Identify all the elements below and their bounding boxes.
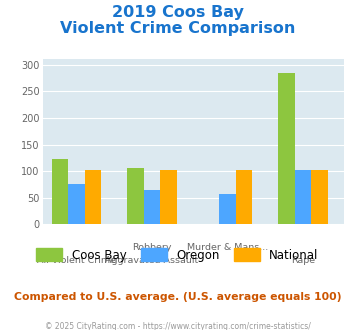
- Bar: [85, 170, 102, 224]
- Text: Compared to U.S. average. (U.S. average equals 100): Compared to U.S. average. (U.S. average …: [14, 292, 341, 302]
- Text: © 2025 CityRating.com - https://www.cityrating.com/crime-statistics/: © 2025 CityRating.com - https://www.city…: [45, 322, 310, 330]
- Text: Aggravated Assault: Aggravated Assault: [105, 256, 198, 265]
- Bar: [219, 194, 236, 224]
- Bar: [52, 159, 68, 224]
- Bar: [144, 190, 160, 224]
- Text: Robbery: Robbery: [132, 243, 172, 251]
- Text: Rape: Rape: [291, 256, 315, 265]
- Bar: [68, 184, 85, 224]
- Text: All Violent Crime: All Violent Crime: [37, 256, 116, 265]
- Bar: [278, 73, 295, 224]
- Text: 2019 Coos Bay: 2019 Coos Bay: [111, 5, 244, 20]
- Bar: [311, 170, 328, 224]
- Text: Violent Crime Comparison: Violent Crime Comparison: [60, 21, 295, 36]
- Bar: [295, 170, 311, 224]
- Bar: [127, 168, 144, 224]
- Bar: [236, 170, 252, 224]
- Legend: Coos Bay, Oregon, National: Coos Bay, Oregon, National: [32, 244, 323, 266]
- Text: Murder & Mans...: Murder & Mans...: [187, 243, 268, 251]
- Bar: [160, 170, 177, 224]
